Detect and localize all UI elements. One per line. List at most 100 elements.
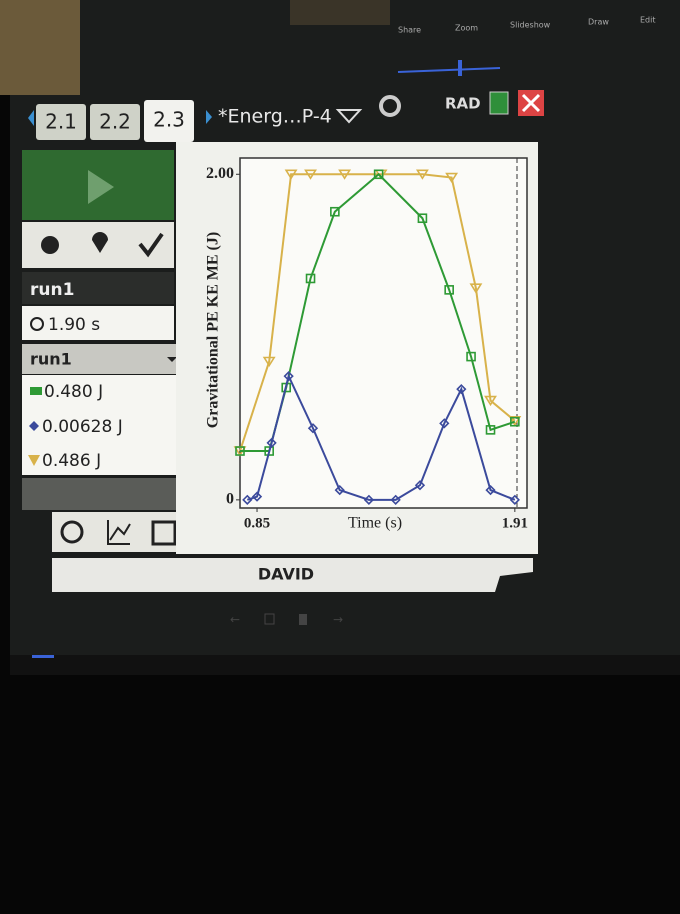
- point: [417, 213, 428, 224]
- point: [251, 491, 263, 502]
- taskbar-mark: [32, 655, 54, 658]
- undo-icon[interactable]: [379, 95, 401, 117]
- pe-swatch: [30, 387, 42, 395]
- battery-icon: [489, 91, 509, 115]
- reading: 0.486 J: [42, 451, 101, 471]
- run-select-label: run1: [30, 350, 72, 369]
- point: [266, 437, 277, 449]
- y-tick-label: 0: [226, 491, 234, 508]
- reading: 0.00628 J: [42, 417, 123, 437]
- toolbar-zoom[interactable]: Zoom: [455, 24, 478, 33]
- tab-label: 2.1: [45, 110, 77, 134]
- table-icon[interactable]: [151, 520, 177, 546]
- point: [484, 395, 497, 407]
- meter-icon[interactable]: [60, 520, 84, 544]
- time-value: 1.90 s: [48, 315, 100, 335]
- point: [363, 494, 375, 505]
- slider-thumb[interactable]: [458, 60, 462, 76]
- point: [305, 273, 316, 284]
- screen-edge: [10, 655, 680, 675]
- view-icons: [52, 512, 186, 552]
- point: [444, 285, 454, 295]
- panel-spacer: [22, 478, 186, 510]
- ke-swatch: [29, 421, 39, 431]
- series-line: [239, 173, 516, 452]
- page-nav: ← →: [230, 613, 343, 627]
- point: [373, 169, 384, 180]
- run-select-arrow: [167, 357, 177, 362]
- run-label: run1: [30, 280, 74, 300]
- tab-right-arrow[interactable]: [206, 110, 212, 124]
- point: [439, 418, 450, 429]
- clock-icon: [30, 317, 44, 331]
- point: [414, 480, 426, 491]
- time-row: [22, 306, 174, 340]
- run-select[interactable]: [22, 344, 184, 374]
- graph-icon[interactable]: [107, 520, 131, 545]
- point: [508, 415, 522, 427]
- point: [469, 283, 483, 294]
- point: [415, 169, 429, 180]
- x-tick-label: 1.91: [502, 515, 528, 531]
- document-title: *Energ…P-4: [218, 106, 332, 128]
- point: [262, 356, 276, 367]
- point: [485, 425, 496, 435]
- toolbar-draw[interactable]: Draw: [588, 18, 609, 27]
- slider[interactable]: [397, 67, 501, 73]
- toolbar-slideshow[interactable]: Slideshow: [510, 21, 551, 30]
- tab-label: 2.2: [99, 110, 131, 134]
- settings-icon[interactable]: [41, 236, 59, 254]
- point: [235, 446, 245, 456]
- point: [304, 169, 317, 180]
- point: [445, 172, 459, 184]
- nav-prev[interactable]: ←: [230, 613, 240, 627]
- point: [510, 416, 520, 427]
- chart: 0 2.00 0.85 1.91: [206, 165, 528, 531]
- check-icon[interactable]: [138, 232, 164, 258]
- series-line: [246, 373, 516, 501]
- document-menu[interactable]: [335, 109, 363, 124]
- point: [330, 206, 340, 217]
- play-button[interactable]: [88, 170, 114, 204]
- y-tick-label: 2.00: [206, 165, 234, 182]
- toolbar: Share Zoom Slideshow Draw Edit: [398, 16, 656, 35]
- point: [283, 371, 294, 382]
- toolbar-share[interactable]: Share: [398, 26, 421, 35]
- me-swatch: [28, 455, 40, 466]
- point: [466, 351, 476, 362]
- wall-top: [290, 0, 390, 25]
- readings: [22, 375, 186, 475]
- point: [284, 169, 298, 180]
- tab[interactable]: [36, 104, 86, 140]
- footer-name: DAVID: [258, 565, 314, 584]
- footer-bar: [52, 558, 533, 592]
- marker-icon[interactable]: [92, 232, 108, 253]
- point: [307, 423, 319, 434]
- point: [485, 484, 496, 496]
- x-axis-label: Time (s): [348, 515, 402, 532]
- tab-label: 2.3: [153, 108, 185, 132]
- reading: 0.480 J: [44, 382, 103, 402]
- tab-active[interactable]: [144, 100, 194, 142]
- angle-mode: RAD: [445, 95, 481, 113]
- point: [242, 494, 253, 505]
- toolbar-edit[interactable]: Edit: [640, 16, 656, 25]
- x-tick-label: 0.85: [244, 515, 270, 531]
- run-header: [22, 272, 174, 304]
- nav-delete[interactable]: [299, 614, 307, 625]
- tab-left-arrow[interactable]: [28, 110, 34, 126]
- point: [390, 494, 401, 505]
- close-x: [521, 93, 541, 113]
- y-axis-label: Gravitational PE KE ME (J): [205, 232, 222, 428]
- plot-area: [239, 157, 528, 509]
- point: [338, 169, 352, 180]
- point: [509, 494, 520, 505]
- nav-next[interactable]: →: [333, 613, 343, 627]
- point: [456, 384, 467, 395]
- point: [334, 484, 345, 496]
- nav-page[interactable]: [264, 613, 275, 625]
- tab[interactable]: [90, 104, 140, 140]
- wall-corner: [0, 0, 80, 95]
